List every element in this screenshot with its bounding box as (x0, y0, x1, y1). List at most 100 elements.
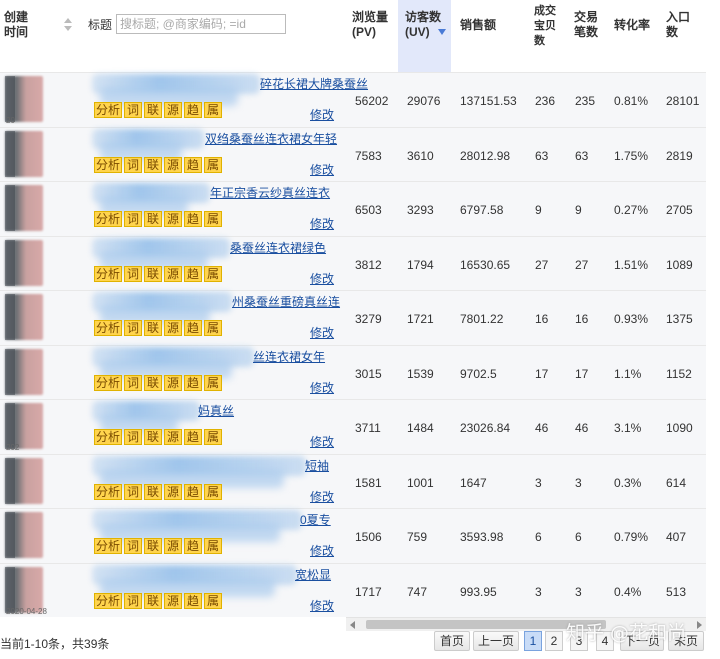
edit-link[interactable]: 修改 (310, 598, 335, 613)
product-title-link[interactable]: 碎花长裙大牌桑蚕丝 (260, 77, 369, 91)
tag-button-3[interactable]: 源 (164, 102, 182, 118)
horizontal-scrollbar[interactable] (346, 617, 706, 631)
tag-button-5[interactable]: 属 (204, 211, 222, 227)
tag-button-2[interactable]: 联 (144, 374, 162, 391)
tag-button-3[interactable]: 源 (164, 483, 182, 500)
product-title-link[interactable]: 双绉桑蚕丝连衣裙女年轻 (205, 131, 338, 146)
tag-button-5[interactable]: 属 (204, 592, 222, 609)
tag-button-3[interactable]: 源 (164, 211, 182, 227)
edit-link[interactable]: 修改 (310, 162, 335, 177)
header-created-time[interactable]: 创建 时间 (0, 0, 80, 72)
tag-button-4[interactable]: 趋 (184, 320, 202, 336)
header-sales[interactable]: 销售额 (456, 0, 530, 72)
edit-link[interactable]: 修改 (310, 435, 335, 449)
tag-button-4[interactable]: 趋 (184, 538, 202, 554)
product-title-link[interactable]: 丝连衣裙女年 (253, 349, 326, 364)
tag-button-2[interactable]: 联 (144, 156, 162, 173)
tag-button-1[interactable]: 词 (124, 592, 142, 609)
tag-button-2[interactable]: 联 (144, 102, 162, 118)
tag-button-2[interactable]: 联 (144, 538, 162, 554)
tag-button-4[interactable]: 趋 (184, 265, 202, 282)
page-3-button[interactable]: 3 (570, 631, 588, 651)
page-1-button[interactable]: 1 (524, 631, 542, 651)
header-deal-items[interactable]: 成交 宝贝数 (530, 0, 566, 72)
product-title-link[interactable]: 宽松显 (295, 567, 332, 582)
tag-button-4[interactable]: 趋 (184, 211, 202, 227)
tag-button-2[interactable]: 联 (144, 592, 162, 609)
last-page-button[interactable]: 末页 (668, 631, 704, 651)
tag-button-5[interactable]: 属 (204, 538, 222, 554)
tag-button-5[interactable]: 属 (204, 374, 222, 391)
tag-button-1[interactable]: 词 (124, 211, 142, 227)
tag-button-3[interactable]: 源 (164, 592, 182, 609)
edit-link[interactable]: 修改 (310, 380, 335, 395)
edit-link[interactable]: 修改 (310, 271, 335, 286)
tag-button-1[interactable]: 词 (124, 429, 142, 445)
tag-button-3[interactable]: 源 (164, 374, 182, 391)
tag-button-3[interactable]: 源 (164, 320, 182, 336)
scroll-left-icon[interactable] (350, 621, 355, 629)
tag-button-2[interactable]: 联 (144, 429, 162, 445)
tag-button-3[interactable]: 源 (164, 429, 182, 445)
tag-button-1[interactable]: 词 (124, 320, 142, 336)
tag-button-0[interactable]: 分析 (94, 538, 122, 554)
product-title-link[interactable]: 妈真丝 (198, 404, 235, 418)
edit-link[interactable]: 修改 (310, 108, 335, 122)
prev-page-button[interactable]: 上一页 (473, 631, 519, 651)
header-entry[interactable]: 入口数 (662, 0, 706, 72)
scrollbar-thumb[interactable] (366, 620, 606, 629)
tag-button-5[interactable]: 属 (204, 102, 222, 118)
tag-button-2[interactable]: 联 (144, 211, 162, 227)
tag-button-4[interactable]: 趋 (184, 592, 202, 609)
tag-button-1[interactable]: 词 (124, 538, 142, 554)
edit-link[interactable]: 修改 (310, 544, 335, 558)
product-title-link[interactable]: 桑蚕丝连衣裙绿色 (230, 240, 327, 255)
product-title-link[interactable]: 0夏专 (300, 513, 331, 527)
next-page-button[interactable]: 下一页 (620, 631, 664, 651)
page-4-button[interactable]: 4 (596, 631, 614, 651)
header-conversion[interactable]: 转化率 (610, 0, 660, 72)
header-transactions[interactable]: 交易 笔数 (570, 0, 608, 72)
tag-button-4[interactable]: 趋 (184, 429, 202, 445)
tag-button-0[interactable]: 分析 (94, 265, 122, 282)
tag-button-2[interactable]: 联 (144, 265, 162, 282)
sort-desc-icon[interactable] (438, 29, 446, 35)
tag-button-5[interactable]: 属 (204, 265, 222, 282)
tag-button-0[interactable]: 分析 (94, 156, 122, 173)
tag-button-4[interactable]: 趋 (184, 374, 202, 391)
tag-button-3[interactable]: 源 (164, 538, 182, 554)
tag-button-2[interactable]: 联 (144, 483, 162, 500)
tag-button-5[interactable]: 属 (204, 320, 222, 336)
product-title-link[interactable]: 州桑蚕丝重磅真丝连 (232, 295, 341, 309)
product-title-link[interactable]: 年正宗香云纱真丝连衣 (210, 186, 331, 200)
edit-link[interactable]: 修改 (310, 217, 335, 231)
tag-button-4[interactable]: 趋 (184, 483, 202, 500)
tag-button-1[interactable]: 词 (124, 156, 142, 173)
header-pv[interactable]: 浏览量 (PV) (348, 0, 398, 72)
tag-button-3[interactable]: 源 (164, 156, 182, 173)
tag-button-0[interactable]: 分析 (94, 374, 122, 391)
tag-button-5[interactable]: 属 (204, 429, 222, 445)
tag-button-0[interactable]: 分析 (94, 592, 122, 609)
tag-button-1[interactable]: 词 (124, 374, 142, 391)
tag-button-0[interactable]: 分析 (94, 483, 122, 500)
tag-button-0[interactable]: 分析 (94, 102, 122, 118)
tag-button-1[interactable]: 词 (124, 483, 142, 500)
tag-button-1[interactable]: 词 (124, 265, 142, 282)
page-2-button[interactable]: 2 (545, 631, 563, 651)
edit-link[interactable]: 修改 (310, 489, 335, 504)
tag-button-5[interactable]: 属 (204, 483, 222, 500)
tag-button-5[interactable]: 属 (204, 156, 222, 173)
first-page-button[interactable]: 首页 (434, 631, 470, 651)
scroll-right-icon[interactable] (697, 621, 702, 629)
tag-button-0[interactable]: 分析 (94, 320, 122, 336)
tag-button-2[interactable]: 联 (144, 320, 162, 336)
header-uv[interactable]: 访客数 (UV) (401, 0, 451, 72)
tag-button-4[interactable]: 趋 (184, 102, 202, 118)
tag-button-1[interactable]: 词 (124, 102, 142, 118)
tag-button-0[interactable]: 分析 (94, 429, 122, 445)
edit-link[interactable]: 修改 (310, 326, 335, 340)
title-search-input[interactable] (116, 14, 286, 34)
tag-button-0[interactable]: 分析 (94, 211, 122, 227)
product-title-link[interactable]: 短袖 (305, 458, 330, 473)
